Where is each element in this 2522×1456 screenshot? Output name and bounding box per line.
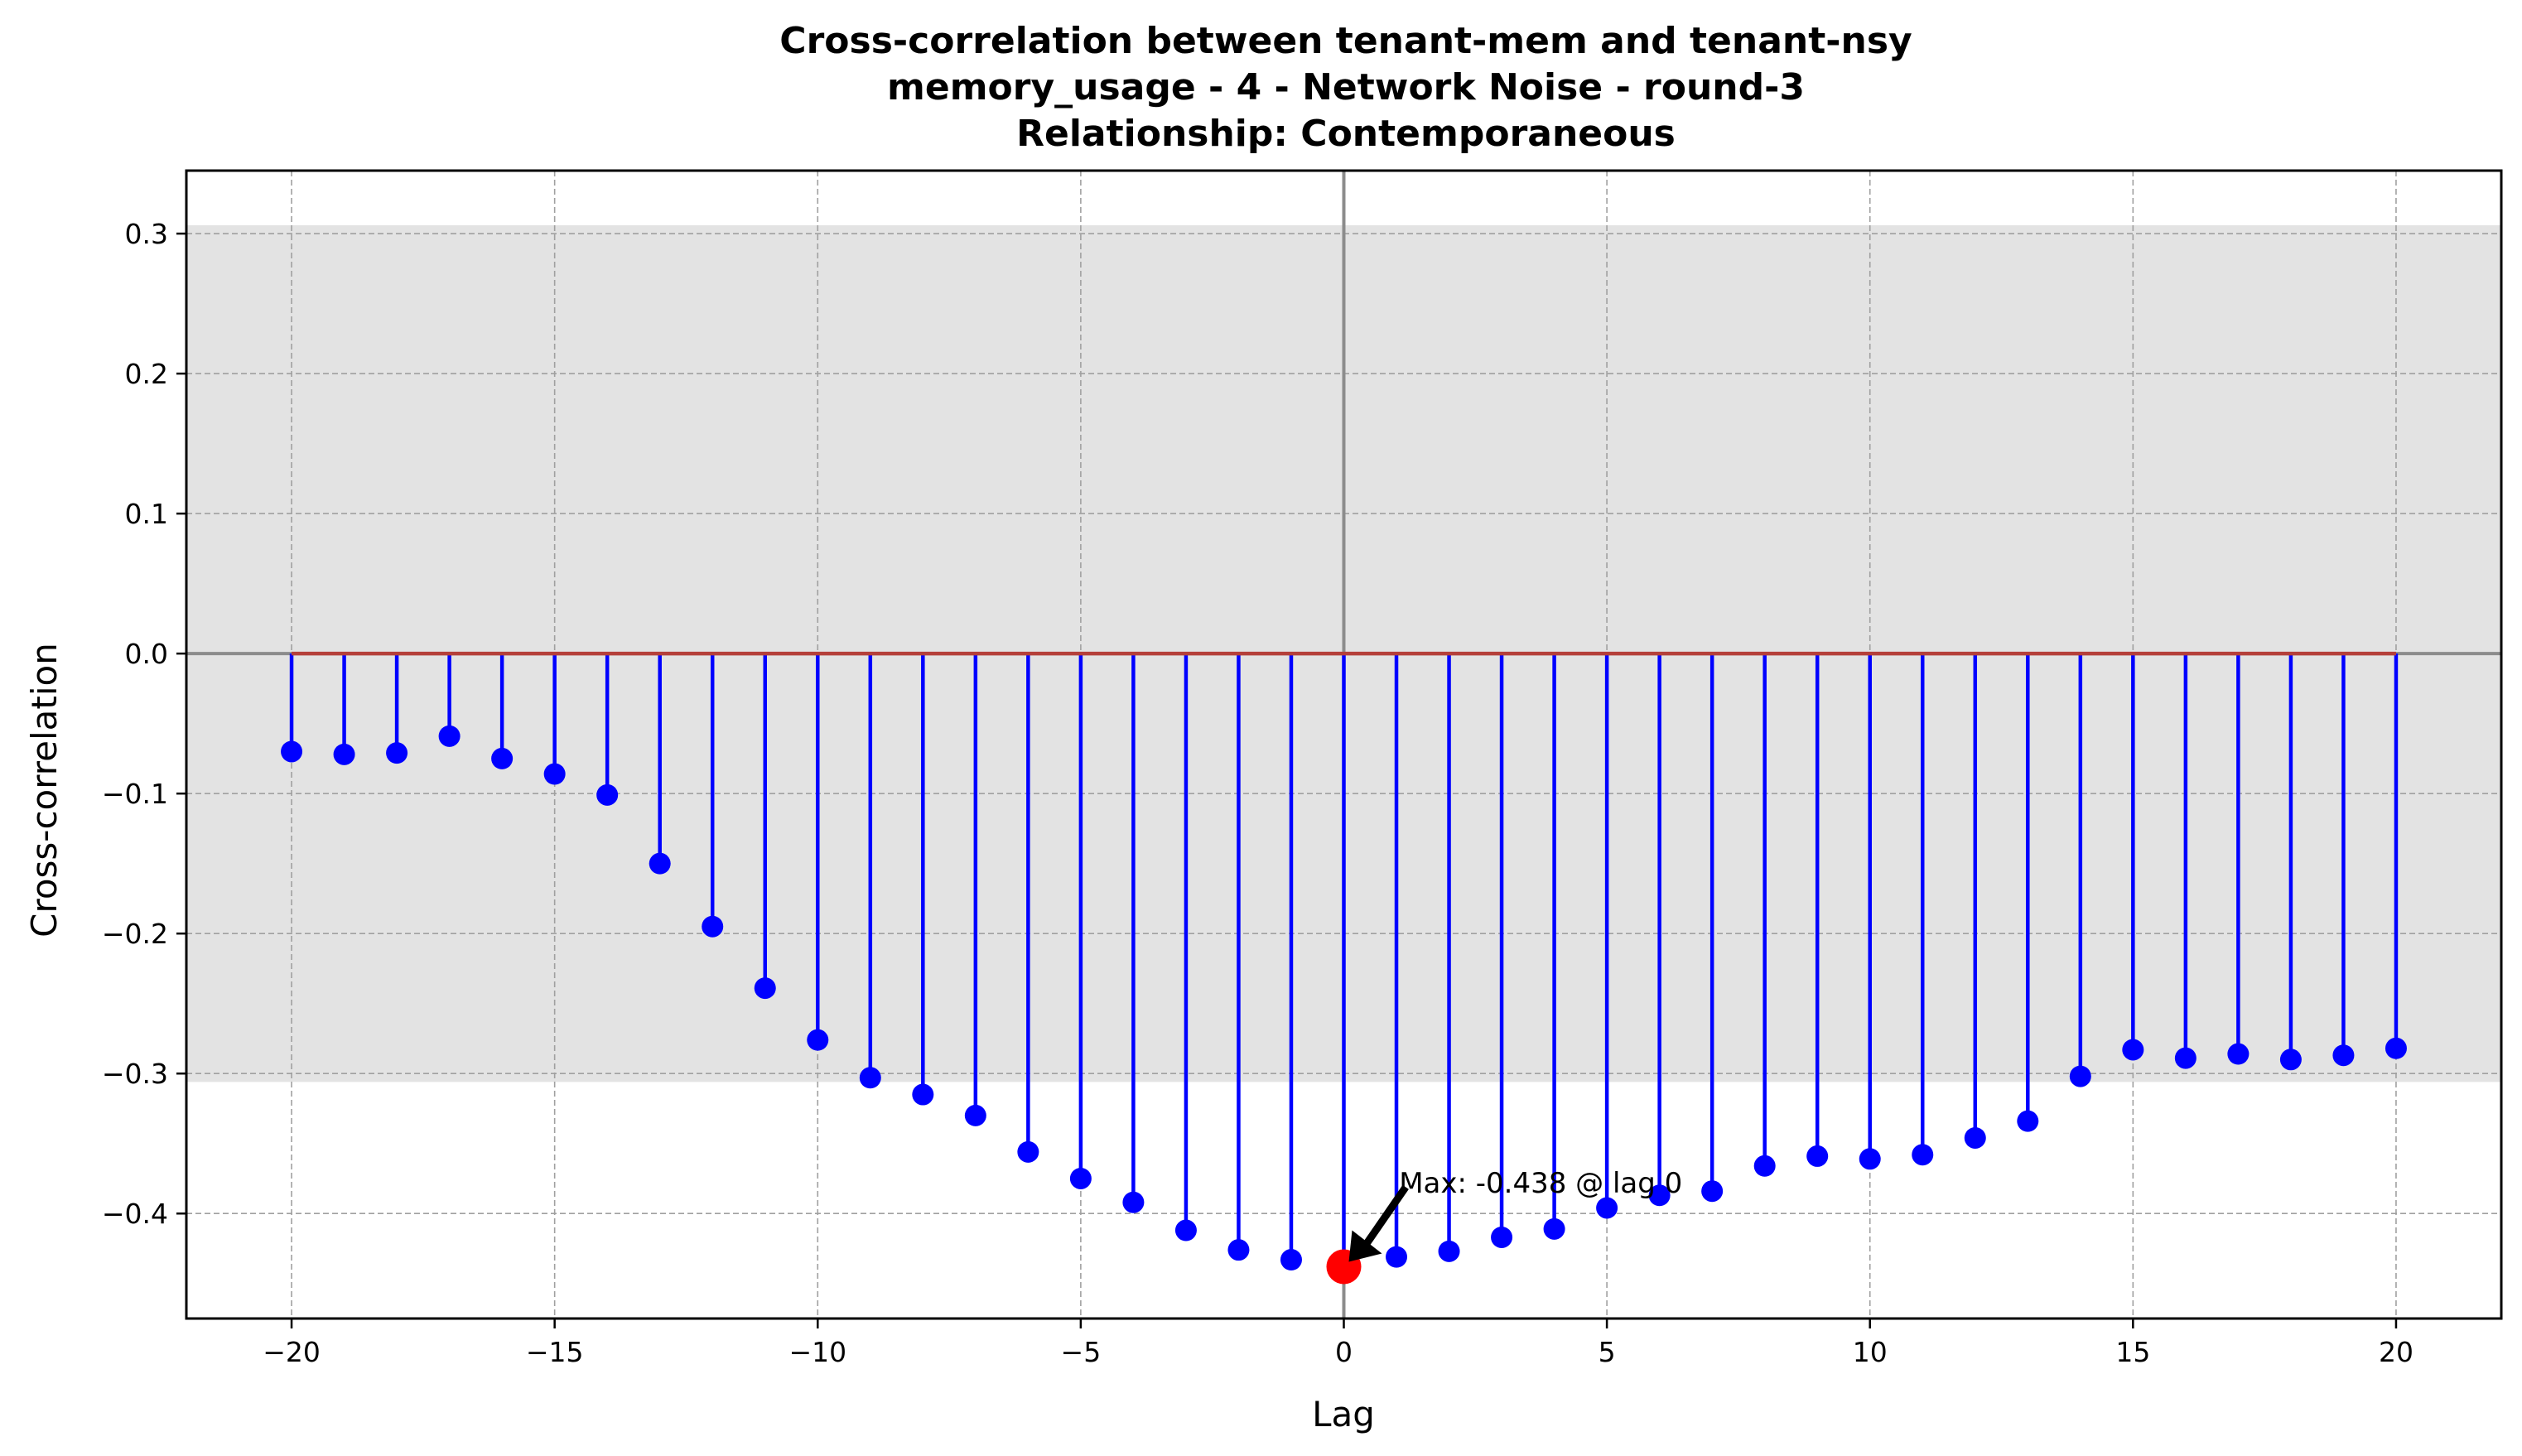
y-tick-label: −0.4	[102, 1198, 168, 1230]
data-point	[2122, 1039, 2144, 1061]
y-tick-label: −0.3	[102, 1058, 168, 1090]
y-tick-label: −0.1	[102, 778, 168, 810]
data-point	[1596, 1197, 1618, 1219]
data-point	[386, 742, 408, 764]
data-point	[754, 977, 776, 1000]
data-point	[807, 1029, 829, 1051]
data-point	[912, 1083, 934, 1106]
y-tick-label: 0.3	[125, 218, 168, 250]
data-point	[1280, 1249, 1302, 1271]
data-point	[2174, 1047, 2197, 1069]
data-point	[1912, 1144, 1934, 1166]
stem-layer	[289, 651, 2399, 1267]
data-point	[2069, 1065, 2091, 1087]
tick-layer: −20 −15 −10 −5 0 5 10 15 20 −0.4 −0.3 −0.2 −0.1 0.0 0.…	[102, 218, 2414, 1368]
x-tick-label: 10	[1853, 1336, 1888, 1368]
x-tick-label: 15	[2115, 1336, 2150, 1368]
annotation-layer: Max: -0.438 @ lag 0	[1348, 1167, 1682, 1262]
y-tick-label: 0.1	[125, 498, 168, 530]
x-tick-label: −10	[788, 1336, 846, 1368]
data-point	[1964, 1126, 1986, 1149]
x-tick-label: −20	[263, 1336, 321, 1368]
data-point	[2385, 1037, 2407, 1059]
data-point	[964, 1104, 986, 1126]
x-tick-label: 5	[1599, 1336, 1616, 1368]
annotation-arrow-shaft	[1357, 1184, 1409, 1256]
chart-title-line-3: Relationship: Contemporaneous	[1016, 113, 1676, 155]
data-point	[1859, 1148, 1881, 1170]
data-point	[2332, 1044, 2355, 1067]
data-point	[1122, 1191, 1145, 1213]
data-point	[1438, 1240, 1460, 1262]
data-point	[859, 1067, 881, 1089]
data-point	[596, 783, 619, 806]
y-tick-label: 0.2	[125, 358, 168, 390]
data-point	[438, 725, 461, 747]
x-tick-label: 20	[2379, 1336, 2414, 1368]
chart-title-line-2: memory_usage - 4 - Network Noise - round…	[887, 66, 1805, 108]
data-point	[1017, 1140, 1039, 1163]
x-axis-label: Lag	[1312, 1394, 1375, 1434]
y-tick-label: −0.2	[102, 918, 168, 950]
data-point	[2017, 1110, 2039, 1132]
x-tick-label: −15	[526, 1336, 584, 1368]
data-point	[1753, 1155, 1776, 1177]
data-point	[333, 743, 355, 765]
y-axis-label: Cross-correlation	[24, 643, 65, 938]
data-point	[1069, 1167, 1092, 1189]
data-point	[543, 763, 566, 785]
data-point	[1386, 1246, 1408, 1268]
annotation-arrow-head	[1348, 1230, 1382, 1262]
data-point	[1491, 1226, 1513, 1248]
data-point	[2279, 1049, 2302, 1071]
chart-title-line-1: Cross-correlation between tenant-mem and…	[779, 20, 1912, 62]
data-point	[2227, 1043, 2250, 1065]
data-point	[1648, 1184, 1671, 1207]
data-point	[1806, 1145, 1829, 1167]
data-point	[1227, 1239, 1250, 1261]
data-point	[702, 915, 724, 938]
marker-layer	[281, 725, 2407, 1285]
x-tick-label: 0	[1335, 1336, 1353, 1368]
data-point	[1174, 1219, 1197, 1241]
y-tick-label: 0.0	[125, 638, 168, 670]
data-point	[649, 852, 671, 875]
data-point	[1543, 1217, 1565, 1240]
x-tick-label: −5	[1061, 1336, 1102, 1368]
annotation-text: Max: -0.438 @ lag 0	[1399, 1167, 1682, 1200]
data-point	[491, 747, 514, 769]
data-point	[281, 740, 303, 763]
data-point	[1701, 1180, 1724, 1203]
